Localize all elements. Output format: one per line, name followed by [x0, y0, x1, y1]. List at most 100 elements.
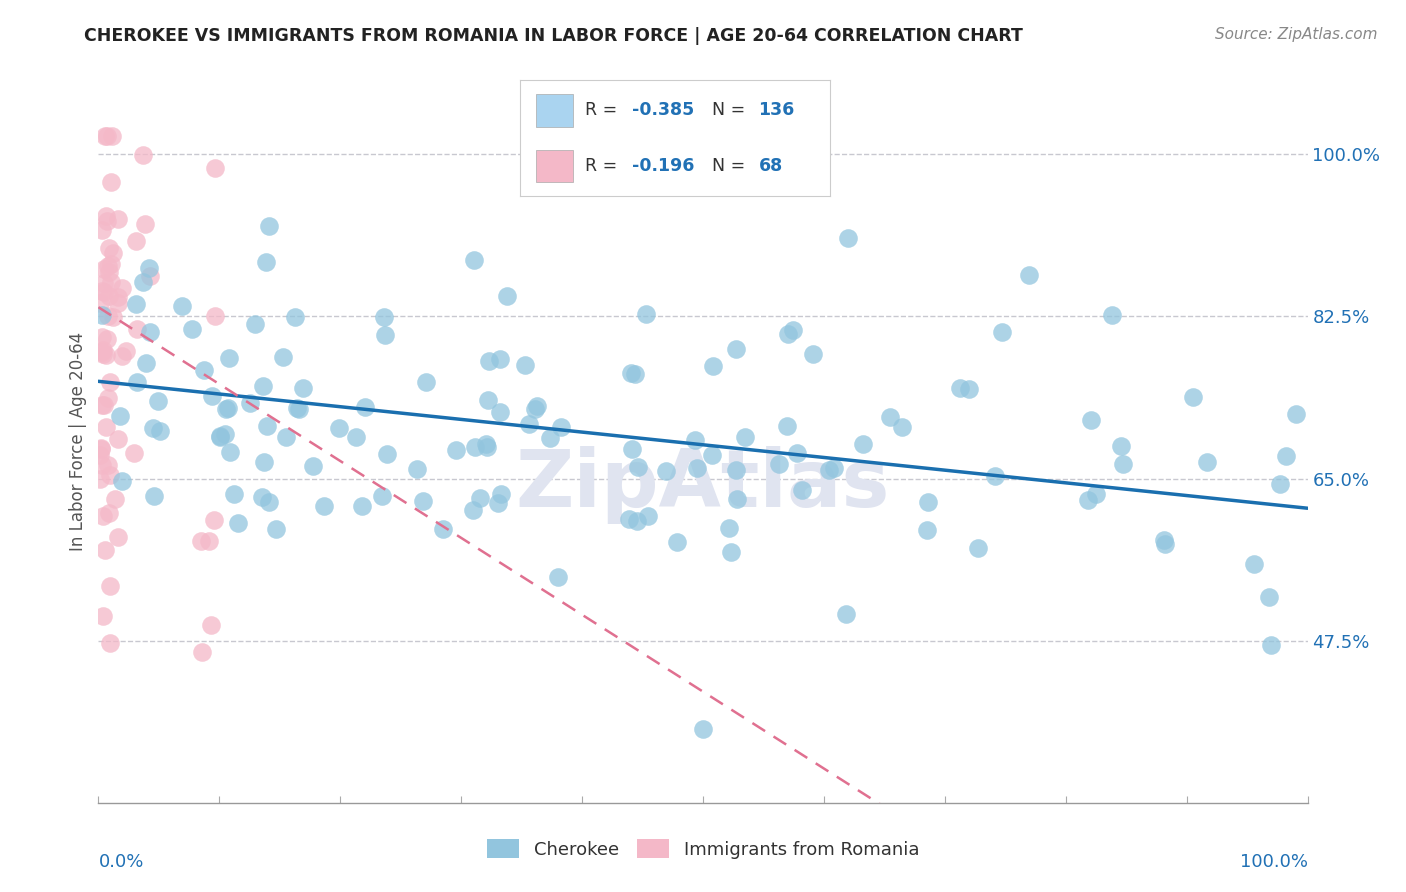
Point	[91, 509, 114, 524]
Point	[125, 375, 148, 389]
Point	[538, 431, 561, 445]
Point	[949, 381, 972, 395]
Point	[302, 458, 325, 473]
Point	[984, 469, 1007, 483]
Point	[879, 409, 901, 424]
Point	[172, 299, 194, 313]
Point	[285, 401, 308, 415]
Point	[97, 458, 120, 472]
Point	[489, 352, 512, 367]
Point	[111, 281, 134, 295]
Point	[91, 458, 114, 472]
Point	[350, 499, 373, 513]
Text: 100.0%: 100.0%	[1240, 854, 1308, 871]
Text: Source: ZipAtlas.com: Source: ZipAtlas.com	[1215, 27, 1378, 42]
Point	[1080, 413, 1102, 427]
Point	[139, 326, 162, 340]
Point	[202, 513, 225, 527]
Point	[1275, 449, 1298, 463]
Point	[142, 489, 165, 503]
Point	[257, 495, 280, 509]
Point	[125, 297, 148, 311]
Point	[328, 421, 350, 435]
Legend: Cherokee, Immigrants from Romania: Cherokee, Immigrants from Romania	[479, 832, 927, 866]
Point	[517, 417, 540, 431]
Point	[93, 542, 115, 557]
Point	[683, 434, 706, 448]
Point	[782, 323, 804, 337]
Point	[432, 522, 454, 536]
Point	[488, 405, 510, 419]
Point	[637, 508, 659, 523]
Point	[115, 343, 138, 358]
Point	[655, 464, 678, 478]
Point	[617, 511, 640, 525]
Point	[406, 462, 429, 476]
Point	[226, 516, 249, 530]
Point	[146, 393, 169, 408]
Point	[125, 322, 148, 336]
Point	[957, 382, 980, 396]
Text: 68: 68	[758, 157, 783, 175]
Point	[823, 460, 845, 475]
Point	[97, 265, 120, 279]
Point	[138, 260, 160, 275]
Point	[477, 393, 499, 408]
Point	[620, 442, 643, 456]
Point	[1077, 493, 1099, 508]
Point	[93, 343, 115, 357]
Point	[254, 255, 277, 269]
Point	[96, 348, 118, 362]
Point	[134, 217, 156, 231]
Point	[93, 128, 115, 143]
Point	[100, 175, 122, 189]
Point	[634, 307, 657, 321]
Point	[274, 430, 297, 444]
Point	[135, 356, 157, 370]
Point	[717, 521, 740, 535]
Point	[89, 449, 111, 463]
Point	[486, 496, 509, 510]
Point	[122, 446, 145, 460]
Point	[201, 389, 224, 403]
Point	[1195, 455, 1218, 469]
Point	[496, 289, 519, 303]
Point	[371, 489, 394, 503]
Point	[626, 514, 648, 528]
Point	[373, 310, 395, 325]
Point	[801, 346, 824, 360]
Point	[90, 308, 112, 322]
Point	[218, 351, 240, 365]
Point	[550, 420, 572, 434]
Point	[624, 367, 647, 381]
Point	[125, 234, 148, 248]
Text: R =: R =	[585, 157, 617, 175]
Point	[524, 402, 547, 417]
Point	[444, 443, 467, 458]
Point	[181, 322, 204, 336]
Point	[96, 128, 118, 143]
Point	[97, 288, 120, 302]
Point	[149, 424, 172, 438]
Point	[1101, 308, 1123, 322]
Y-axis label: In Labor Force | Age 20-64: In Labor Force | Age 20-64	[69, 332, 87, 551]
Point	[104, 491, 127, 506]
Point	[1268, 477, 1291, 491]
Point	[817, 463, 839, 477]
Point	[468, 491, 491, 506]
Text: -0.385: -0.385	[631, 102, 693, 120]
Point	[243, 317, 266, 331]
Point	[513, 359, 536, 373]
Point	[526, 399, 548, 413]
Point	[786, 446, 808, 460]
Point	[288, 402, 311, 417]
Point	[93, 262, 115, 277]
Point	[204, 309, 226, 323]
Point	[97, 259, 120, 273]
Point	[90, 442, 112, 456]
Point	[415, 375, 437, 389]
Text: N =: N =	[711, 157, 745, 175]
Point	[257, 219, 280, 234]
Point	[217, 401, 239, 415]
Point	[200, 618, 222, 632]
